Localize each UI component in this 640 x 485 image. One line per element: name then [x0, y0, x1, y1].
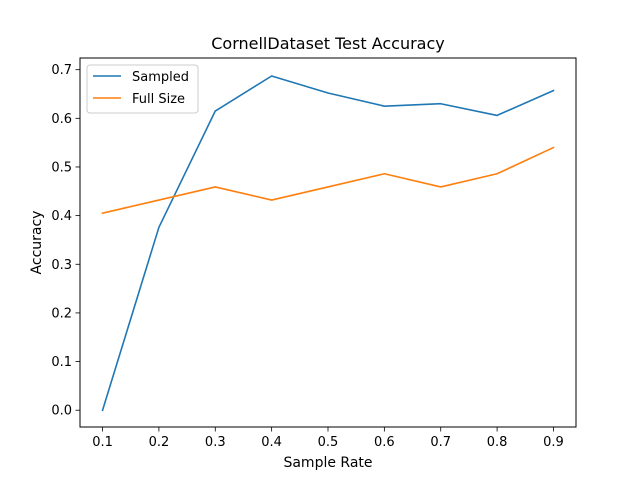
y-tick-label: 0.4	[51, 209, 72, 224]
x-tick-label: 0.6	[374, 435, 395, 450]
series-layer	[101, 75, 555, 412]
y-tick-label: 0.1	[51, 355, 72, 370]
y-tick-label: 0.6	[51, 112, 72, 127]
x-tick-label: 0.3	[205, 435, 226, 450]
y-tick-label: 0.3	[51, 258, 72, 273]
legend-box	[86, 64, 199, 114]
y-tick-label: 0.0	[51, 404, 72, 419]
chart-title: CornellDataset Test Accuracy	[211, 34, 445, 53]
x-axis-label: Sample Rate	[283, 455, 372, 471]
y-tick-label: 0.7	[51, 63, 72, 78]
series-line-0	[101, 75, 555, 412]
x-ticks: 0.1 0.2 0.3 0.4 0.5 0.6 0.7 0.8 0.9	[92, 427, 564, 450]
y-tick-label: 0.5	[51, 160, 72, 175]
y-axis-label: Accuracy	[29, 211, 45, 275]
legend-label-1: Full Size	[132, 92, 185, 107]
x-tick-label: 0.2	[149, 435, 170, 450]
x-tick-label: 0.4	[261, 435, 282, 450]
legend: Sampled Full Size	[86, 64, 199, 114]
x-tick-label: 0.5	[318, 435, 339, 450]
x-tick-label: 0.8	[487, 435, 508, 450]
x-tick-label: 0.7	[430, 435, 451, 450]
series-line-1	[101, 146, 555, 215]
y-ticks: 0.0 0.1 0.2 0.3 0.4 0.5 0.6 0.7	[51, 63, 80, 419]
legend-label-0: Sampled	[132, 70, 189, 85]
x-tick-label: 0.9	[543, 435, 564, 450]
y-tick-label: 0.2	[51, 306, 72, 321]
x-tick-label: 0.1	[92, 435, 113, 450]
